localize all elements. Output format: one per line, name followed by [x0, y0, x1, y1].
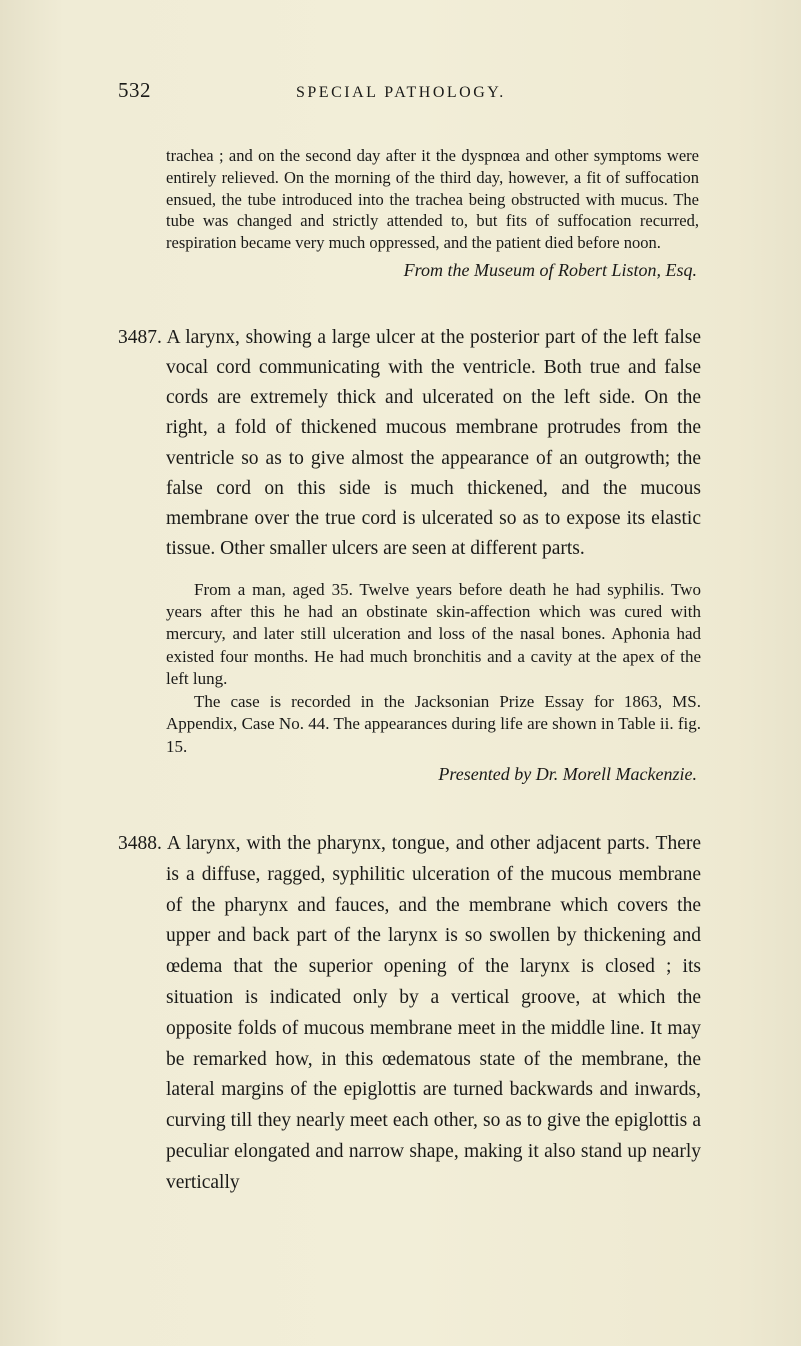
entry-3488-main: 3488. A larynx, with the pharynx, tongue…	[118, 829, 701, 1199]
page-container: 532 SPECIAL PATHOLOGY. trachea ; and on …	[0, 0, 801, 1277]
entry-3488-text: A larynx, with the pharynx, tongue, and …	[162, 833, 701, 1193]
entry-3487-note-2: The case is recorded in the Jacksonian P…	[166, 691, 701, 758]
entry-3487-main: 3487. A larynx, showing a large ulcer at…	[118, 323, 701, 565]
entry-3487-notes: From a man, aged 35. Twelve years before…	[118, 579, 701, 786]
entry-3487-text: A larynx, showing a large ulcer at the p…	[162, 327, 701, 560]
entry-number: 3487.	[118, 327, 162, 348]
running-head: SPECIAL PATHOLOGY.	[296, 84, 506, 102]
entry-3488: 3488. A larynx, with the pharynx, tongue…	[118, 829, 701, 1199]
presented-by-mackenzie: Presented by Dr. Morell Mackenzie.	[166, 764, 701, 785]
entry-number: 3488.	[118, 833, 162, 854]
citation-liston: From the Museum of Robert Liston, Esq.	[118, 260, 701, 281]
entry-3487-note-1: From a man, aged 35. Twelve years before…	[166, 579, 701, 691]
page-number: 532	[118, 78, 151, 103]
entry-3487: 3487. A larynx, showing a large ulcer at…	[118, 323, 701, 785]
trachea-paragraph: trachea ; and on the second day after it…	[118, 145, 701, 254]
page-header: 532 SPECIAL PATHOLOGY.	[118, 78, 701, 103]
